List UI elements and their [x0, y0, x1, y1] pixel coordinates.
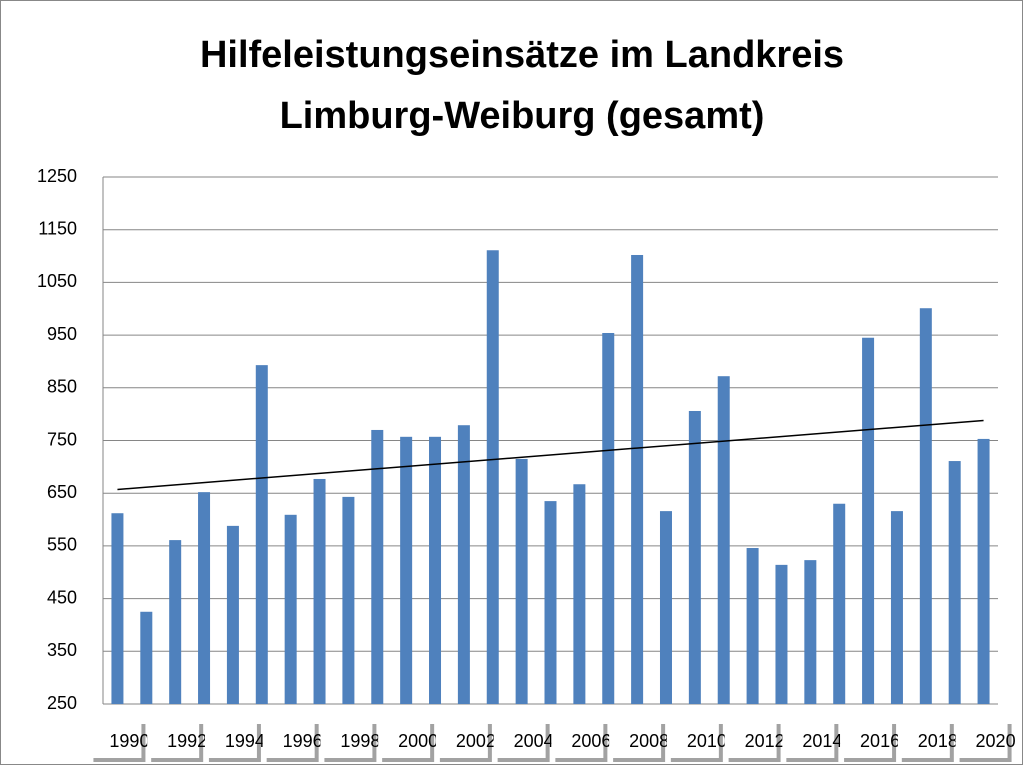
bar [284, 514, 297, 704]
y-tick-label: 350 [47, 640, 77, 660]
bar [631, 254, 644, 704]
x-label-box [551, 720, 604, 758]
bar [602, 332, 615, 704]
bar [140, 611, 153, 704]
bar [400, 436, 413, 704]
x-label-box [378, 720, 431, 758]
bar [862, 337, 875, 704]
y-tick-label: 1050 [37, 271, 77, 291]
bar [573, 484, 586, 704]
x-label-box [609, 720, 662, 758]
bar [457, 425, 470, 704]
y-tick-label: 750 [47, 429, 77, 449]
x-tick-label: 1996 [283, 731, 323, 751]
bar [544, 501, 557, 704]
bar [226, 525, 239, 704]
x-tick-label: 1994 [225, 731, 265, 751]
x-tick-label: 2004 [514, 731, 554, 751]
y-tick-label: 850 [47, 377, 77, 397]
x-label-box [89, 720, 142, 758]
x-label-box [147, 720, 200, 758]
x-tick-label: 2018 [918, 731, 958, 751]
y-tick-label: 950 [47, 324, 77, 344]
x-label-box [897, 720, 950, 758]
x-tick-label: 2008 [629, 731, 669, 751]
x-label-box [955, 720, 1008, 758]
x-label-box [782, 720, 835, 758]
chart-title: Hilfeleistungseinsätze im Landkreis [200, 34, 844, 76]
bar [198, 492, 211, 704]
x-tick-label: 2020 [976, 731, 1016, 751]
x-tick-label: 2006 [571, 731, 611, 751]
bar [659, 511, 672, 704]
y-tick-label: 450 [47, 587, 77, 607]
x-tick-label: 1992 [167, 731, 207, 751]
y-tick-label: 250 [47, 693, 77, 713]
bar [746, 548, 759, 704]
x-label-box [262, 720, 315, 758]
x-tick-label: 1998 [340, 731, 380, 751]
y-tick-label: 1250 [37, 166, 77, 186]
bar [429, 436, 442, 704]
chart-title: Limburg-Weiburg (gesamt) [280, 95, 765, 137]
bar [977, 438, 990, 704]
bar [688, 410, 701, 704]
x-tick-label: 2010 [687, 731, 727, 751]
bar [169, 540, 182, 704]
x-label-box [204, 720, 257, 758]
x-label-box [840, 720, 893, 758]
bar [371, 429, 384, 704]
y-tick-label: 550 [47, 535, 77, 555]
x-label-box [435, 720, 488, 758]
bar [717, 376, 730, 704]
x-tick-label: 2016 [860, 731, 900, 751]
bar [111, 513, 124, 704]
x-label-box [493, 720, 546, 758]
bar [342, 496, 355, 704]
trend-line [117, 419, 984, 491]
bar [919, 308, 932, 704]
x-tick-label: 2000 [398, 731, 438, 751]
bar [804, 560, 817, 704]
bar [313, 478, 326, 704]
bar [486, 250, 499, 705]
y-tick-label: 650 [47, 482, 77, 502]
bar [255, 365, 268, 704]
bar [775, 564, 788, 704]
x-tick-label: 2002 [456, 731, 496, 751]
x-tick-label: 1990 [109, 731, 149, 751]
bar [948, 461, 961, 704]
bar [833, 503, 846, 704]
y-tick-label: 1150 [38, 218, 77, 238]
x-tick-label: 2012 [745, 731, 785, 751]
bar [515, 458, 528, 704]
x-label-box [724, 720, 777, 758]
x-label-box [320, 720, 373, 758]
bar [890, 511, 903, 704]
x-tick-label: 2014 [802, 731, 842, 751]
x-label-box [666, 720, 719, 758]
